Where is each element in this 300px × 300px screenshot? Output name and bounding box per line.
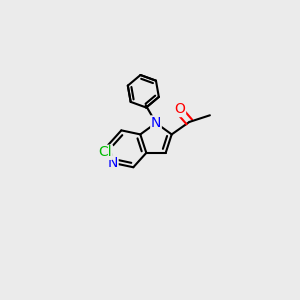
Text: N: N	[151, 116, 161, 130]
Text: Cl: Cl	[98, 145, 112, 159]
Text: N: N	[108, 156, 118, 170]
Text: O: O	[175, 103, 185, 116]
